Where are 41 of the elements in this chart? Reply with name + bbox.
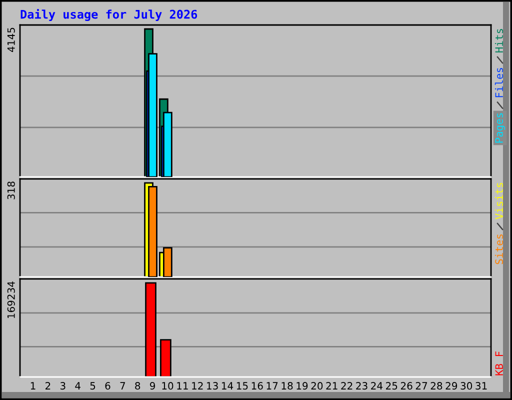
x-tick-label: 29	[446, 382, 458, 390]
x-tick-label: 12	[192, 382, 203, 390]
x-tick-label: 31	[476, 382, 487, 390]
text: Pages	[495, 113, 506, 143]
x-tick-label: 6	[105, 382, 110, 390]
x-tick-label: 16	[252, 382, 263, 390]
x-tick-label: 27	[416, 382, 428, 390]
x-tick-label: 14	[222, 382, 234, 390]
text: 318	[7, 182, 15, 200]
x-tick-label: 20	[311, 382, 323, 390]
x-tick-label: 2	[45, 382, 50, 390]
x-tick-label: 25	[386, 382, 398, 390]
text: Visits	[494, 182, 504, 220]
text: Sites	[494, 234, 504, 264]
x-tick-label: 26	[400, 382, 412, 390]
x-tick-label: 11	[177, 382, 188, 390]
x-tick-label: 4	[75, 382, 80, 390]
text: Files	[494, 68, 504, 98]
x-tick-label: 3	[60, 382, 66, 390]
text: 4145	[7, 28, 15, 52]
x-tick-label: 17	[266, 382, 278, 390]
x-tick-label: 5	[90, 382, 96, 390]
x-tick-label: 21	[326, 382, 338, 390]
x-tick-label: 10	[162, 382, 174, 390]
x-tick-label: 19	[296, 382, 308, 390]
chart-title: Daily usage for July 2026	[20, 8, 198, 22]
x-tick-label: 28	[430, 382, 442, 390]
x-tick-label: 7	[120, 382, 125, 390]
x-tick-label: 9	[150, 382, 156, 390]
x-tick-label: 30	[460, 382, 472, 390]
text: Hits	[494, 29, 504, 52]
x-tick-label: 18	[282, 382, 293, 390]
x-tick-label: 1	[30, 382, 36, 390]
x-tick-label: 13	[207, 382, 218, 390]
x-tick-label: 22	[341, 382, 352, 390]
x-tick-label: 23	[356, 382, 368, 390]
text: KB F	[495, 352, 503, 376]
text: 169234	[7, 282, 15, 318]
x-tick-label: 15	[236, 382, 248, 390]
x-tick-label: 8	[135, 382, 140, 390]
x-tick-label: 24	[371, 382, 382, 390]
